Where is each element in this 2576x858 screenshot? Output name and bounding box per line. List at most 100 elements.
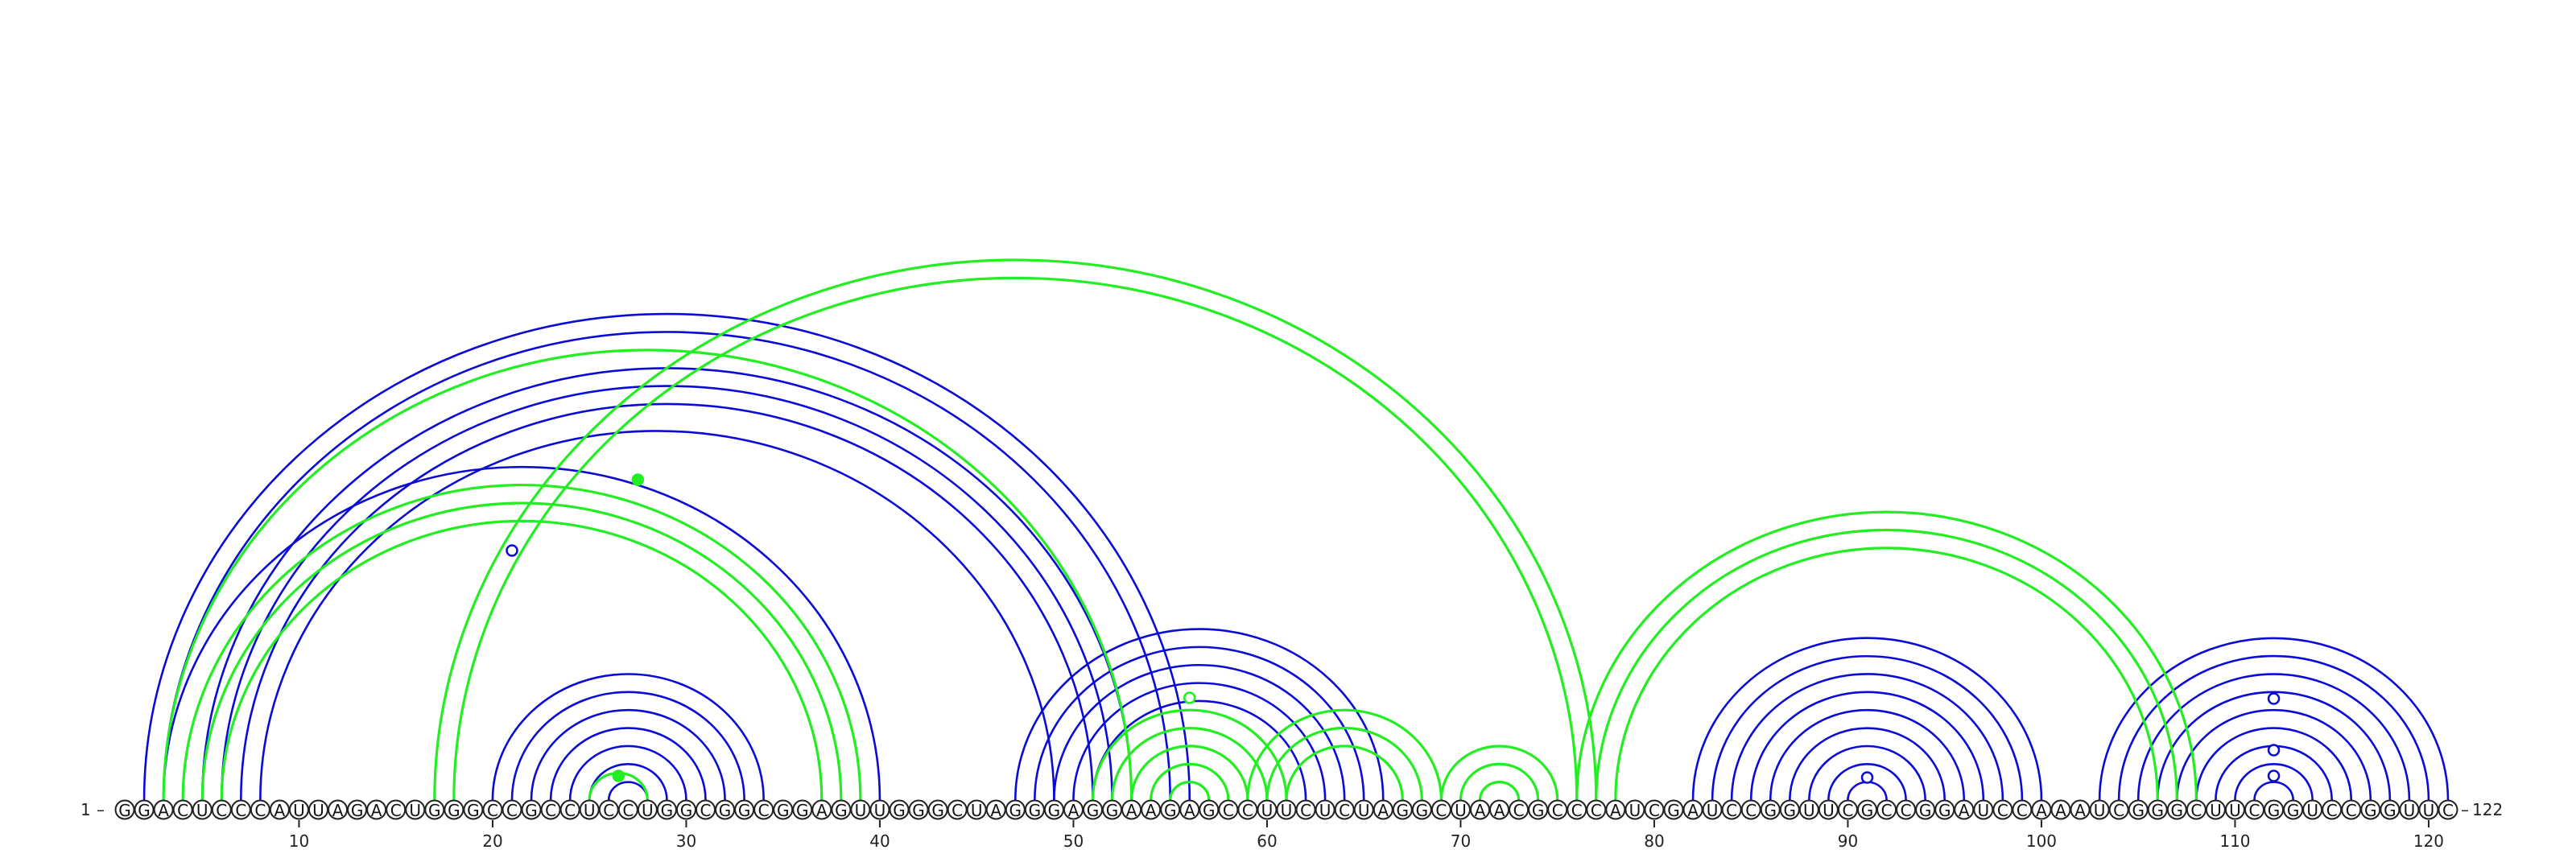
structure-a-arc-82-100 [1691, 637, 2043, 801]
svg-text:G: G [719, 801, 732, 820]
structure-a-arc-2-56 [142, 312, 1191, 801]
nucleotide: A [328, 799, 349, 820]
svg-text:U: U [409, 801, 421, 820]
axis-tick-label: 30 [676, 831, 696, 851]
svg-text:C: C [1223, 801, 1234, 820]
nucleotide: C [386, 799, 407, 820]
svg-text:U: U [2423, 801, 2435, 820]
svg-text:C: C [622, 801, 634, 820]
nucleotide: U [637, 799, 658, 820]
structure-a-arc-103-121 [2098, 637, 2450, 801]
svg-text:A: A [275, 801, 286, 820]
nucleotide: G [1102, 799, 1123, 820]
svg-text:G: G [931, 801, 944, 820]
svg-text:G: G [2132, 801, 2145, 820]
nucleotide: A [985, 799, 1006, 820]
nucleotide: G [2264, 799, 2285, 820]
nucleotide: G [1043, 799, 1064, 820]
arc-marker [1183, 691, 1196, 704]
nucleotide: A [1954, 799, 1975, 820]
nucleotide: C [598, 799, 619, 820]
svg-text:C: C [2190, 801, 2202, 820]
nucleotide: C [1837, 799, 1858, 820]
structure-a-arc-83-99 [1711, 654, 2024, 801]
nucleotide: C [2322, 799, 2343, 820]
nucleotide: U [1818, 799, 1839, 820]
nucleotide: C [1992, 799, 2013, 820]
axis-tick-label: 100 [2026, 831, 2057, 851]
structure-b-arc-5-38 [200, 501, 843, 801]
nucleotide: U [1798, 799, 1819, 820]
arc-marker [631, 473, 645, 486]
nucleotide: A [1063, 799, 1084, 820]
svg-text:A: A [2055, 801, 2066, 820]
svg-text:C: C [2346, 801, 2357, 820]
svg-text:U: U [642, 801, 654, 820]
nucleotide: A [153, 799, 174, 820]
svg-text:C: C [487, 801, 498, 820]
svg-text:C: C [1649, 801, 1660, 820]
svg-text:U: U [1707, 801, 1719, 820]
structure-b-arc-51-61 [1091, 708, 1288, 801]
svg-text:A: A [1475, 801, 1486, 820]
structure-a-arc-49-64 [1053, 664, 1346, 801]
nucleotide: C [1237, 799, 1258, 820]
nucleotide: U [1624, 799, 1645, 820]
sequence-end-label: 122 [2472, 800, 2503, 819]
structure-a-arcs [142, 312, 2450, 801]
arc-marker [2267, 769, 2281, 782]
nucleotide: G [773, 799, 794, 820]
nucleotide: U [579, 799, 600, 820]
nucleotide: G [1411, 799, 1432, 820]
nucleotide: C [211, 799, 232, 820]
nucleotide: G [1663, 799, 1684, 820]
svg-text:A: A [1068, 801, 1080, 820]
nucleotide: A [1121, 799, 1142, 820]
nucleotide: A [1141, 799, 1162, 820]
sequence-backbone: 1 – – 122 [80, 800, 2503, 819]
nucleotide: G [1779, 799, 1800, 820]
nucleotide: C [1218, 799, 1239, 820]
nucleotide: U [2089, 799, 2110, 820]
svg-text:G: G [351, 801, 364, 820]
nucleotide: G [927, 799, 948, 820]
nucleotide: G [1528, 799, 1549, 820]
arc-markers [506, 473, 2281, 784]
svg-text:A: A [371, 801, 382, 820]
structure-b-arc-18-76 [452, 276, 1579, 801]
nucleotide: U [288, 799, 309, 820]
svg-text:A: A [2074, 801, 2086, 820]
nucleotide: C [1896, 799, 1917, 820]
svg-text:A: A [332, 801, 344, 820]
svg-text:G: G [1938, 801, 1951, 820]
svg-text:U: U [971, 801, 983, 820]
svg-text:G: G [680, 801, 693, 820]
svg-text:G: G [1087, 801, 1100, 820]
nucleotide: U [1276, 799, 1297, 820]
nucleotide: C [1547, 799, 1568, 820]
nucleotide: C [540, 799, 561, 820]
nucleotide: C [2012, 799, 2033, 820]
svg-text:G: G [835, 801, 848, 820]
nucleotide: G [424, 799, 445, 820]
nucleotide: G [889, 799, 910, 820]
structure-a-arc-3-55 [162, 331, 1171, 801]
structure-a-arc-89-93 [1827, 763, 1907, 801]
svg-text:C: C [177, 801, 188, 820]
structure-b-arc-76-108 [1575, 510, 2198, 801]
structure-a-arc-87-95 [1789, 727, 1946, 801]
svg-text:C: C [1901, 801, 1912, 820]
axis-tick-label: 70 [1451, 831, 1471, 851]
nucleotide: G [908, 799, 929, 820]
nucleotide: A [269, 799, 290, 820]
svg-text:U: U [1803, 801, 1815, 820]
structure-b-arc-6-37 [220, 519, 824, 801]
nucleotide: U [1450, 799, 1471, 820]
axis-tick-label: 10 [289, 831, 309, 851]
nucleotide: C [1334, 799, 1355, 820]
nucleotide: C [2186, 799, 2207, 820]
svg-text:U: U [1281, 801, 1293, 820]
svg-text:G: G [1861, 801, 1874, 820]
svg-text:U: U [2306, 801, 2318, 820]
